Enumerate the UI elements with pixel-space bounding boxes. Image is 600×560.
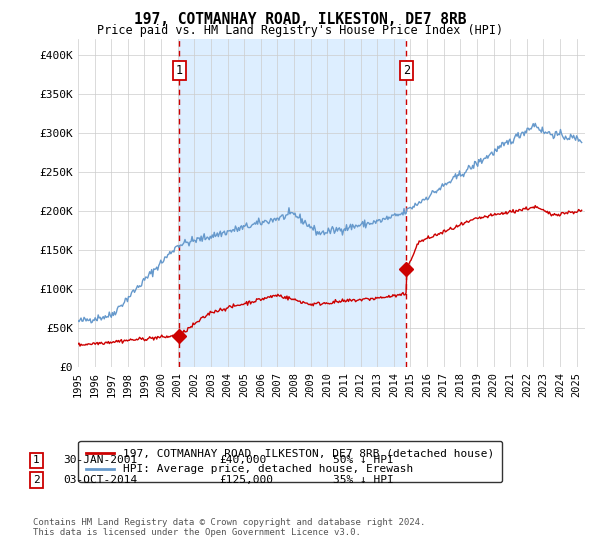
Text: 1: 1 (176, 64, 182, 77)
Text: 1: 1 (33, 455, 40, 465)
Text: Price paid vs. HM Land Registry's House Price Index (HPI): Price paid vs. HM Land Registry's House … (97, 24, 503, 36)
Text: 03-OCT-2014: 03-OCT-2014 (63, 475, 137, 485)
Text: £40,000: £40,000 (219, 455, 266, 465)
Text: 50% ↓ HPI: 50% ↓ HPI (333, 455, 394, 465)
Text: 2: 2 (403, 64, 410, 77)
Text: 30-JAN-2001: 30-JAN-2001 (63, 455, 137, 465)
Text: 197, COTMANHAY ROAD, ILKESTON, DE7 8RB: 197, COTMANHAY ROAD, ILKESTON, DE7 8RB (134, 12, 466, 27)
Text: 35% ↓ HPI: 35% ↓ HPI (333, 475, 394, 485)
Text: £125,000: £125,000 (219, 475, 273, 485)
Text: Contains HM Land Registry data © Crown copyright and database right 2024.
This d: Contains HM Land Registry data © Crown c… (33, 518, 425, 538)
Text: 2: 2 (33, 475, 40, 485)
Legend: 197, COTMANHAY ROAD, ILKESTON, DE7 8RB (detached house), HPI: Average price, det: 197, COTMANHAY ROAD, ILKESTON, DE7 8RB (… (79, 441, 502, 482)
Bar (179, 39, 406, 367)
